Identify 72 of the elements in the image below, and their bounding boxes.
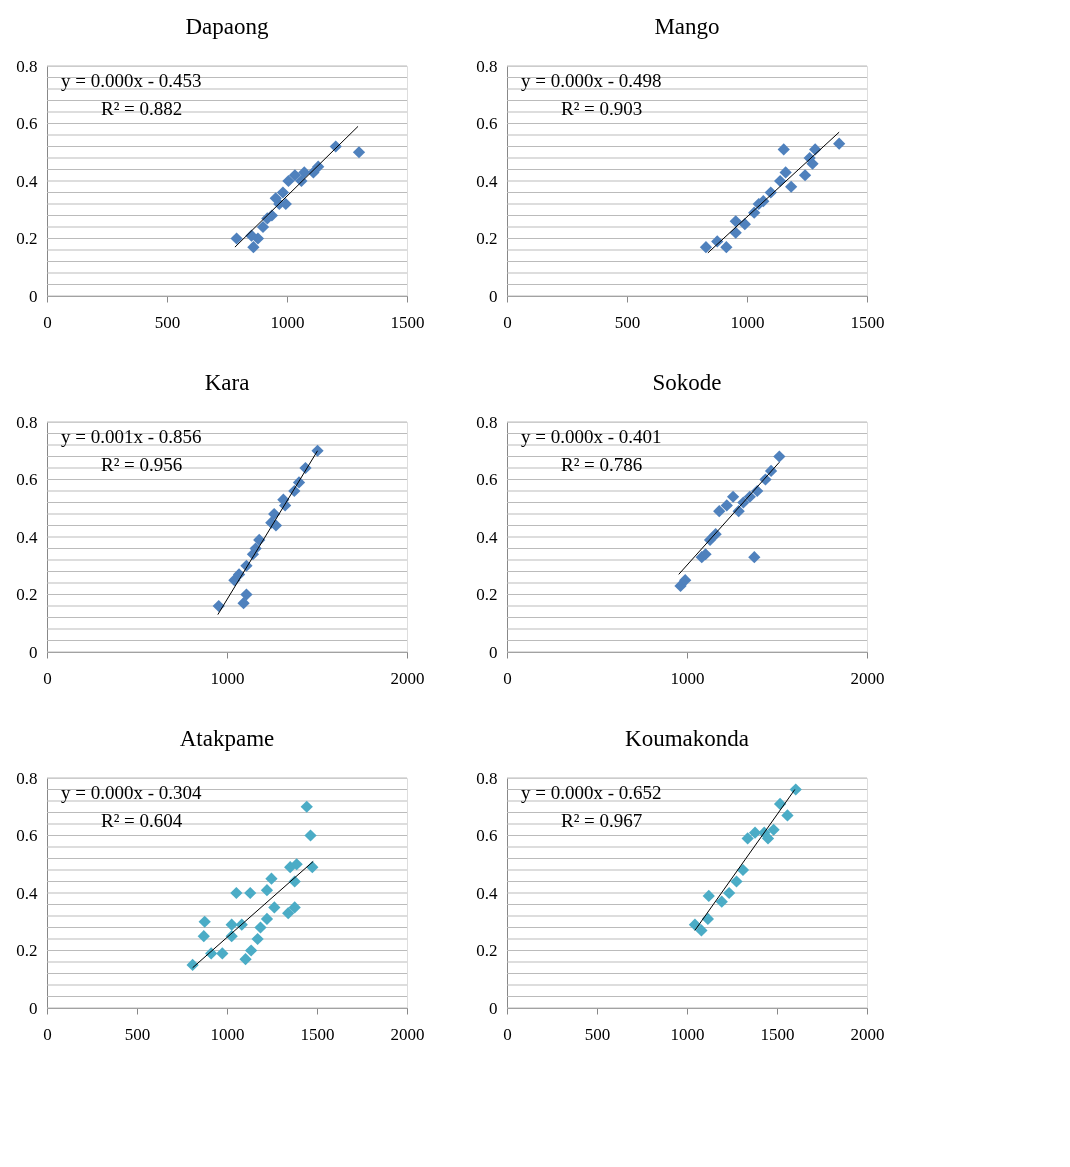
annotation: R² = 0.786 [561,454,643,475]
y-tick-label: 0.2 [16,941,38,960]
y-tick-label: 0 [29,998,38,1018]
x-tick-label: 500 [584,1024,611,1044]
y-tick-label: 0.4 [16,171,38,191]
y-tick-label: 0 [489,286,498,306]
annotation: y = 0.001x - 0.856 [61,426,202,447]
y-tick-label: 0.4 [476,171,498,191]
chart-title: Dapaong [185,14,270,39]
x-tick-label: 0 [43,312,52,332]
x-tick-label: 1500 [390,312,425,332]
y-tick-label: 0 [489,642,498,662]
y-tick-label: 0.8 [476,412,498,432]
y-tick-label: 0 [489,998,498,1018]
x-tick-label: 1000 [270,312,305,332]
annotation: R² = 0.903 [561,98,643,119]
x-tick-label: 0 [43,1024,52,1044]
y-tick-label: 0.2 [476,229,498,248]
chart-title: Sokode [652,370,722,395]
annotation: y = 0.000x - 0.304 [61,782,203,803]
y-tick-label: 0.4 [16,883,38,903]
y-tick-label: 0.8 [476,56,498,76]
y-tick-label: 0.6 [476,470,498,489]
annotation: y = 0.000x - 0.652 [521,782,662,803]
x-tick-label: 0 [503,312,512,332]
annotation: R² = 0.956 [101,454,183,475]
y-tick-label: 0.6 [16,470,38,489]
x-tick-label: 1000 [730,312,765,332]
x-tick-label: 500 [614,312,641,332]
chart-title: Koumakonda [625,726,749,751]
y-tick-label: 0.4 [476,527,498,547]
y-tick-label: 0.6 [16,114,38,133]
y-tick-label: 0.6 [16,826,38,845]
y-tick-label: 0.6 [476,114,498,133]
y-tick-label: 0.2 [16,585,38,604]
y-tick-label: 0.6 [476,826,498,845]
annotation: R² = 0.967 [561,810,643,831]
x-tick-label: 1500 [760,1024,795,1044]
y-tick-label: 0 [29,642,38,662]
x-tick-label: 500 [124,1024,151,1044]
y-tick-label: 0.8 [16,412,38,432]
annotation: R² = 0.604 [101,810,183,831]
chart-title: Atakpame [179,726,275,751]
x-tick-label: 2000 [390,668,425,688]
y-tick-label: 0 [29,286,38,306]
y-tick-label: 0.8 [16,56,38,76]
x-tick-label: 1500 [850,312,885,332]
x-tick-label: 1000 [670,1024,705,1044]
x-tick-label: 1000 [670,668,705,688]
y-tick-label: 0.8 [16,768,38,788]
chart-title: Mango [654,14,720,39]
x-tick-label: 0 [503,1024,512,1044]
y-tick-label: 0.2 [476,941,498,960]
x-tick-label: 2000 [850,1024,885,1044]
x-tick-label: 2000 [390,1024,425,1044]
x-tick-label: 1000 [210,668,245,688]
x-tick-label: 1000 [210,1024,245,1044]
y-tick-label: 0.2 [476,585,498,604]
annotation: y = 0.000x - 0.498 [521,70,662,91]
x-tick-label: 1500 [300,1024,335,1044]
annotation: R² = 0.882 [101,98,183,119]
y-tick-label: 0.4 [16,527,38,547]
x-tick-label: 2000 [850,668,885,688]
chart-title: Kara [204,370,250,395]
x-tick-label: 500 [154,312,181,332]
annotation: y = 0.000x - 0.453 [61,70,202,91]
x-tick-label: 0 [43,668,52,688]
y-tick-label: 0.2 [16,229,38,248]
y-tick-label: 0.4 [476,883,498,903]
y-tick-label: 0.8 [476,768,498,788]
x-tick-label: 0 [503,668,512,688]
annotation: y = 0.000x - 0.401 [521,426,662,447]
